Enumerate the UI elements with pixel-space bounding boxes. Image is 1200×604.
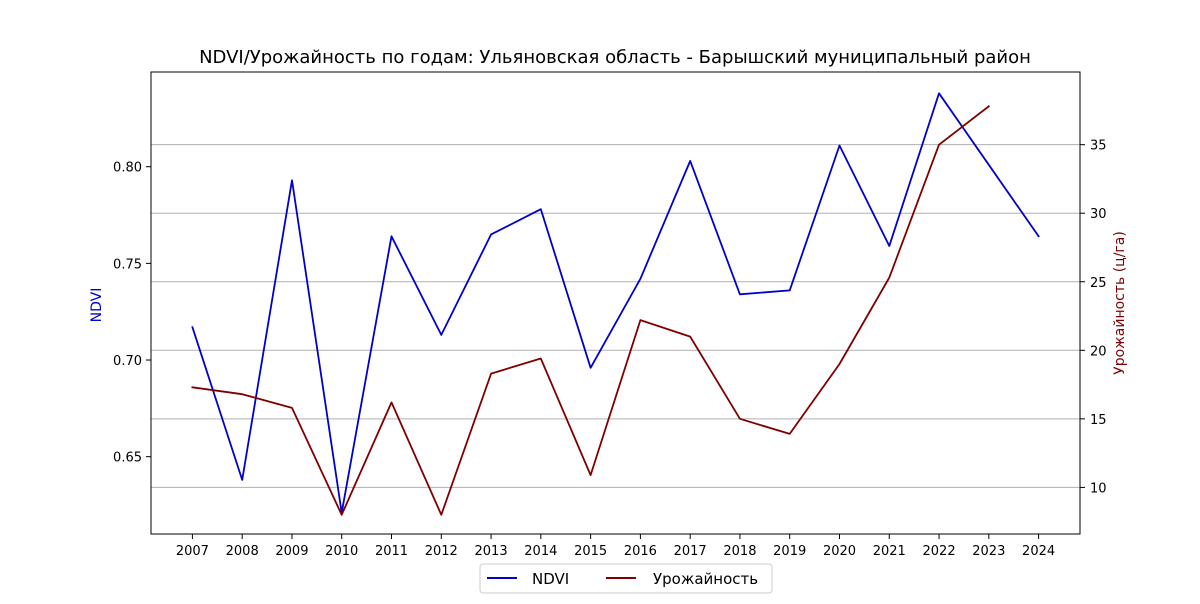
y-axis-left: 0.65 0.70 0.75 0.80 — [113, 161, 151, 466]
series-line-ndvi — [191, 92, 1040, 514]
x-tick-label-2012: 2012 — [425, 544, 458, 559]
y-right-tick-label-2: 20 — [1090, 344, 1107, 359]
y-axis-left-label: NDVI — [89, 288, 105, 323]
x-tick-label-2022: 2022 — [923, 544, 956, 559]
x-tick-label-2019: 2019 — [773, 544, 806, 559]
chart-title: NDVI/Урожайность по годам: Ульяновская о… — [199, 47, 1031, 68]
y-right-tick-label-1: 15 — [1090, 413, 1107, 428]
x-tick-label-2007: 2007 — [176, 544, 209, 559]
x-tick-label-2021: 2021 — [873, 544, 906, 559]
series-lines — [191, 92, 1040, 516]
x-tick-label-2016: 2016 — [624, 544, 657, 559]
legend-label-yield: Урожайность — [653, 570, 758, 588]
y-axis-right-label: Урожайность (ц/га) — [1112, 231, 1128, 375]
y-left-tick-label-3: 0.80 — [113, 161, 142, 176]
x-tick-label-2008: 2008 — [226, 544, 259, 559]
x-tick-label-2015: 2015 — [574, 544, 607, 559]
x-axis: 2007 2008 2009 2010 2011 2012 2013 2014 2015 2016… — [176, 534, 1055, 559]
x-tick-label-2011: 2011 — [375, 544, 408, 559]
y-right-tick-label-5: 35 — [1090, 139, 1107, 154]
x-tick-label-2017: 2017 — [674, 544, 707, 559]
x-tick-label-2023: 2023 — [972, 544, 1005, 559]
y-right-tick-label-4: 30 — [1090, 207, 1107, 222]
y-right-tick-label-3: 25 — [1090, 276, 1107, 291]
y-left-tick-label-0: 0.65 — [113, 451, 142, 466]
x-tick-label-2024: 2024 — [1022, 544, 1055, 559]
x-tick-label-2020: 2020 — [823, 544, 856, 559]
y-left-tick-label-2: 0.75 — [113, 257, 142, 272]
legend-label-ndvi: NDVI — [532, 570, 569, 588]
legend: NDVI Урожайность — [479, 563, 773, 594]
series-line-yield — [191, 105, 991, 516]
y-axis-right: 10 15 20 25 30 35 — [1080, 139, 1107, 496]
x-tick-label-2013: 2013 — [475, 544, 508, 559]
grid-lines — [151, 144, 1080, 488]
x-tick-label-2009: 2009 — [275, 544, 308, 559]
x-tick-label-2014: 2014 — [524, 544, 557, 559]
y-left-tick-label-1: 0.70 — [113, 354, 142, 369]
plot-area-frame — [150, 71, 1081, 535]
x-tick-label-2010: 2010 — [325, 544, 358, 559]
y-right-tick-label-0: 10 — [1090, 481, 1107, 496]
x-tick-label-2018: 2018 — [723, 544, 756, 559]
